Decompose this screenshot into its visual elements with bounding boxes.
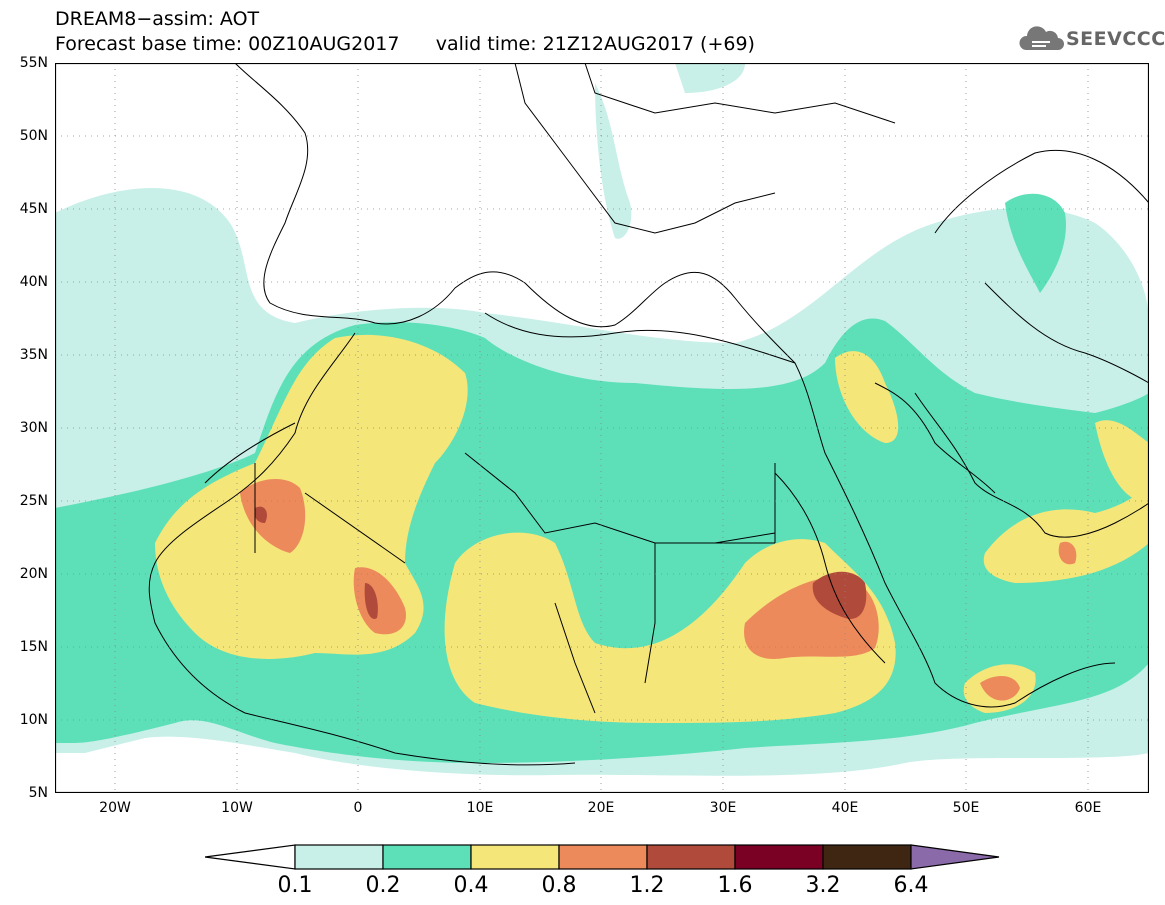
lon-label: 0 [353, 800, 363, 816]
colorbar-label: 1.2 [629, 873, 665, 898]
lon-label: 50E [952, 800, 980, 816]
map-border [55, 63, 1149, 793]
lon-label: 20W [99, 800, 131, 816]
colorbar-label: 6.4 [893, 873, 929, 898]
lat-label: 25N [19, 493, 48, 509]
lat-label: 45N [19, 201, 48, 217]
colorbar-label: 0.8 [541, 873, 577, 898]
colorbar-segment-4 [558, 844, 648, 870]
aot-map [55, 63, 1149, 793]
colorbar-label: 0.4 [453, 873, 489, 898]
colorbar-segment-8 [910, 844, 1000, 870]
lon-label: 40E [831, 800, 859, 816]
cloud-logo-icon [1019, 26, 1064, 50]
lat-label: 55N [19, 55, 48, 71]
colorbar-label: 0.1 [277, 873, 313, 898]
lon-label: 20E [587, 800, 615, 816]
graticule [55, 63, 1149, 793]
aot-class-12-16 [254, 506, 867, 619]
lon-label: 60E [1074, 800, 1102, 816]
colorbar-label: 3.2 [805, 873, 841, 898]
colorbar-segment-7 [822, 844, 912, 870]
colorbar-segment-6 [734, 844, 824, 870]
lat-label: 20N [19, 566, 48, 582]
colorbar-segment-5 [646, 844, 736, 870]
colorbar-segment-2 [382, 844, 472, 870]
lat-label: 10N [19, 712, 48, 728]
colorbar-segment-1 [294, 844, 384, 870]
lat-label: 35N [19, 347, 48, 363]
colorbar-segment-3 [470, 844, 560, 870]
logo: SEEVCCC [1018, 24, 1165, 56]
colorbar-label: 0.2 [365, 873, 401, 898]
lat-label: 30N [19, 420, 48, 436]
colorbar-label: 1.6 [717, 873, 753, 898]
lat-label: 50N [19, 128, 48, 144]
colorbar [205, 844, 1000, 870]
lon-label: 10W [221, 800, 253, 816]
title-line-2: Forecast base time: 00Z10AUG2017 valid t… [55, 33, 755, 55]
logo-text: SEEVCCC [1066, 28, 1165, 50]
lon-label: 10E [466, 800, 494, 816]
lat-label: 15N [19, 639, 48, 655]
lat-label: 40N [19, 274, 48, 290]
lon-label: 30E [709, 800, 737, 816]
title-line-1: DREAM8−assim: AOT [55, 8, 260, 30]
coastlines [148, 63, 1149, 766]
lat-label: 5N [28, 785, 48, 801]
aot-class-08-12 [240, 478, 1077, 701]
colorbar-segment-0 [205, 844, 296, 870]
